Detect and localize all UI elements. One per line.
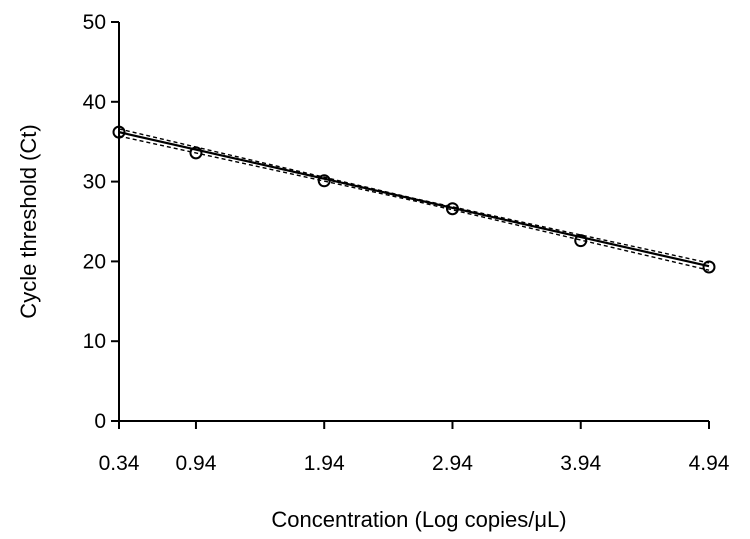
- y-tick-label: 10: [83, 330, 106, 353]
- confidence-band-lower: [118, 135, 710, 271]
- y-tick-label: 40: [83, 91, 106, 114]
- x-tick-label: 1.94: [304, 452, 345, 475]
- x-tick-label: 3.94: [560, 452, 601, 475]
- regression-line: [118, 131, 710, 268]
- x-tick-label: 0.94: [176, 452, 217, 475]
- y-axis-title: Cycle threshold (Ct): [16, 124, 41, 318]
- y-tick-label: 0: [94, 410, 106, 433]
- y-tick-label: 50: [83, 11, 106, 34]
- data-point: [445, 202, 459, 216]
- data-point: [317, 174, 331, 188]
- data-point: [574, 234, 588, 248]
- data-point: [112, 125, 126, 139]
- confidence-band-upper: [118, 128, 710, 264]
- y-tick-label: 20: [83, 250, 106, 273]
- data-point: [189, 146, 203, 160]
- y-tick-label: 30: [83, 171, 106, 194]
- x-tick-label: 4.94: [689, 452, 730, 475]
- x-tick-label: 0.34: [99, 452, 140, 475]
- x-tick-label: 2.94: [432, 452, 473, 475]
- data-point: [702, 260, 716, 274]
- plot-area: 0 10 20 30 40 50 0.34 0.94 1.94 2.94 3.94 4.94: [83, 11, 730, 475]
- x-axis-title: Concentration (Log copies/μL): [271, 507, 566, 532]
